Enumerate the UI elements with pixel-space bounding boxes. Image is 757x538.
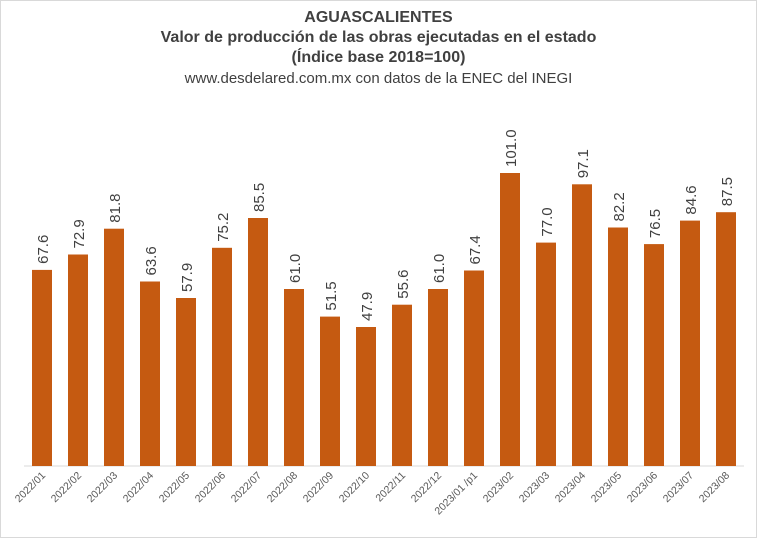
x-tick-label: 2023/02 bbox=[481, 470, 516, 505]
bar-2022-03 bbox=[104, 228, 124, 466]
bar-2022-02 bbox=[68, 254, 88, 466]
bar-2022-08 bbox=[284, 289, 304, 466]
x-tick-label: 2022/12 bbox=[409, 470, 444, 505]
bar-2023-08 bbox=[716, 212, 736, 466]
x-tick-label: 2023/06 bbox=[625, 470, 660, 505]
x-tick-label: 2022/02 bbox=[49, 470, 84, 505]
x-tick-label: 2022/04 bbox=[121, 470, 156, 505]
data-label: 81.8 bbox=[107, 193, 124, 222]
data-label: 77.0 bbox=[539, 207, 556, 236]
bar-2022-07 bbox=[248, 218, 268, 466]
bar-2023-07 bbox=[680, 220, 700, 466]
bar-2022-09 bbox=[320, 316, 340, 466]
x-tick-label: 2022/05 bbox=[157, 470, 192, 505]
bar-2022-12 bbox=[428, 289, 448, 466]
data-label: 67.4 bbox=[467, 235, 484, 264]
chart-titles: AGUASCALIENTES Valor de producción de la… bbox=[0, 8, 757, 90]
x-tick-label: 2022/08 bbox=[265, 470, 300, 505]
x-tick-label: 2022/03 bbox=[85, 470, 120, 505]
data-label: 72.9 bbox=[71, 219, 88, 248]
chart-subtitle: Valor de producción de las obras ejecuta… bbox=[160, 29, 597, 46]
chart-source: www.desdelared.com.mx con datos de la EN… bbox=[184, 70, 573, 87]
data-label: 61.0 bbox=[287, 254, 304, 283]
data-label: 84.6 bbox=[683, 185, 700, 214]
x-tick-label: 2023/03 bbox=[517, 470, 552, 505]
bar-2022-04 bbox=[140, 281, 160, 466]
x-tick-label: 2022/10 bbox=[337, 470, 372, 505]
x-tick-label: 2022/07 bbox=[229, 470, 264, 505]
data-label: 87.5 bbox=[719, 177, 736, 206]
bar-2022-11 bbox=[392, 304, 412, 466]
bar-2023-02 bbox=[500, 173, 520, 466]
bar-2022-01 bbox=[32, 269, 52, 466]
x-tick-label: 2022/06 bbox=[193, 470, 228, 505]
chart-subtitle-2: (Índice base 2018=100) bbox=[291, 49, 466, 66]
data-label: 47.9 bbox=[359, 292, 376, 321]
bar-2022-06 bbox=[212, 247, 232, 466]
x-tick-label: 2022/09 bbox=[301, 470, 336, 505]
data-label: 61.0 bbox=[431, 254, 448, 283]
bar-2023-04 bbox=[572, 184, 592, 467]
x-tick-label: 2022/11 bbox=[373, 470, 408, 505]
data-label: 76.5 bbox=[647, 209, 664, 238]
data-label: 57.9 bbox=[179, 263, 196, 292]
x-tick-label: 2023/08 bbox=[697, 470, 732, 505]
x-tick-label: 2023/07 bbox=[661, 470, 696, 505]
x-tick-label: 2023/05 bbox=[589, 470, 624, 505]
x-tick-label: 2022/01 bbox=[13, 470, 48, 505]
data-label: 75.2 bbox=[215, 213, 232, 242]
bar-2022-05 bbox=[176, 298, 196, 466]
data-label: 97.1 bbox=[575, 149, 592, 178]
data-label: 51.5 bbox=[323, 281, 340, 310]
data-label: 55.6 bbox=[395, 269, 412, 298]
bar-2022-10 bbox=[356, 327, 376, 466]
data-label: 63.6 bbox=[143, 246, 160, 275]
data-label: 101.0 bbox=[503, 129, 520, 167]
bar-2023-01-p1 bbox=[464, 270, 484, 466]
bar-2023-05 bbox=[608, 227, 628, 466]
x-tick-label: 2023/04 bbox=[553, 470, 588, 505]
bar-2023-03 bbox=[536, 242, 556, 466]
bar-2023-06 bbox=[644, 244, 664, 466]
chart-title: AGUASCALIENTES bbox=[304, 9, 453, 26]
data-label: 67.6 bbox=[35, 235, 52, 264]
data-label: 85.5 bbox=[251, 183, 268, 212]
data-label: 82.2 bbox=[611, 192, 628, 221]
